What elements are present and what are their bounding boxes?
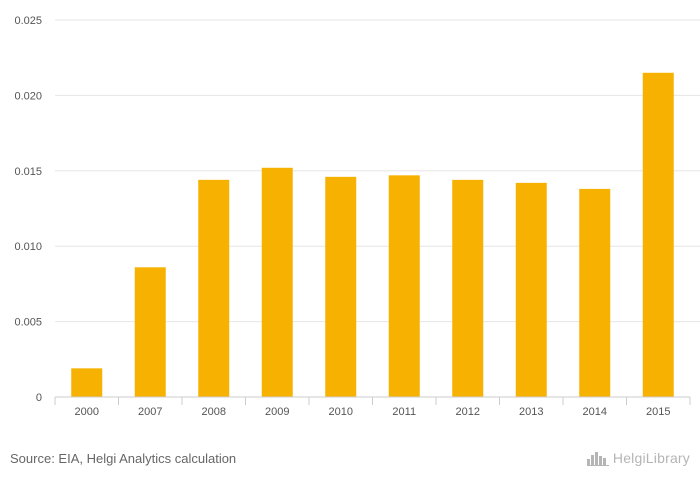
x-tick-label: 2008 (202, 406, 226, 418)
x-tick-label: 2007 (138, 406, 162, 418)
x-tick-label: 2012 (456, 406, 480, 418)
bars (71, 72, 674, 397)
y-tick-label: 0.020 (14, 90, 42, 102)
x-tick-label: 2000 (75, 406, 99, 418)
y-tick-label: 0.025 (14, 15, 42, 27)
bar-2012[interactable] (452, 179, 484, 397)
bar-2007[interactable] (134, 267, 166, 397)
x-tick-label: 2014 (583, 406, 607, 418)
bar-2010[interactable] (325, 176, 357, 397)
bar-2013[interactable] (515, 182, 547, 397)
x-tick-label: 2009 (265, 406, 289, 418)
brand-name: HelgiLibrary (612, 450, 690, 466)
y-tick-label: 0.005 (14, 317, 42, 329)
bar-2014[interactable] (579, 188, 611, 397)
bar-2011[interactable] (388, 175, 420, 397)
source-note: Source: EIA, Helgi Analytics calculation (10, 450, 237, 466)
bar-2009[interactable] (261, 167, 293, 397)
x-axis: 2000 2007 2008 2009 2010 2011 2012 2013 2014 2015 (54, 396, 691, 418)
y-tick-label: 0.015 (14, 166, 42, 178)
y-tick-label: 0.010 (14, 241, 42, 253)
x-tick-label: 2013 (519, 406, 543, 418)
y-axis-ticks: 0 0.005 0.010 0.015 0.020 0.025 (14, 15, 42, 404)
x-tick-label: 2015 (646, 406, 670, 418)
bar-2015[interactable] (642, 72, 674, 397)
brand-logo[interactable]: HelgiLibrary (586, 450, 690, 466)
x-tick-label: 2011 (392, 406, 416, 418)
chart-footer: Source: EIA, Helgi Analytics calculation… (10, 446, 690, 470)
city-skyline-icon (586, 452, 609, 466)
x-tick-label: 2010 (329, 406, 353, 418)
bar-2000[interactable] (71, 368, 103, 397)
y-tick-label: 0 (36, 392, 42, 404)
bar-2008[interactable] (198, 179, 230, 397)
